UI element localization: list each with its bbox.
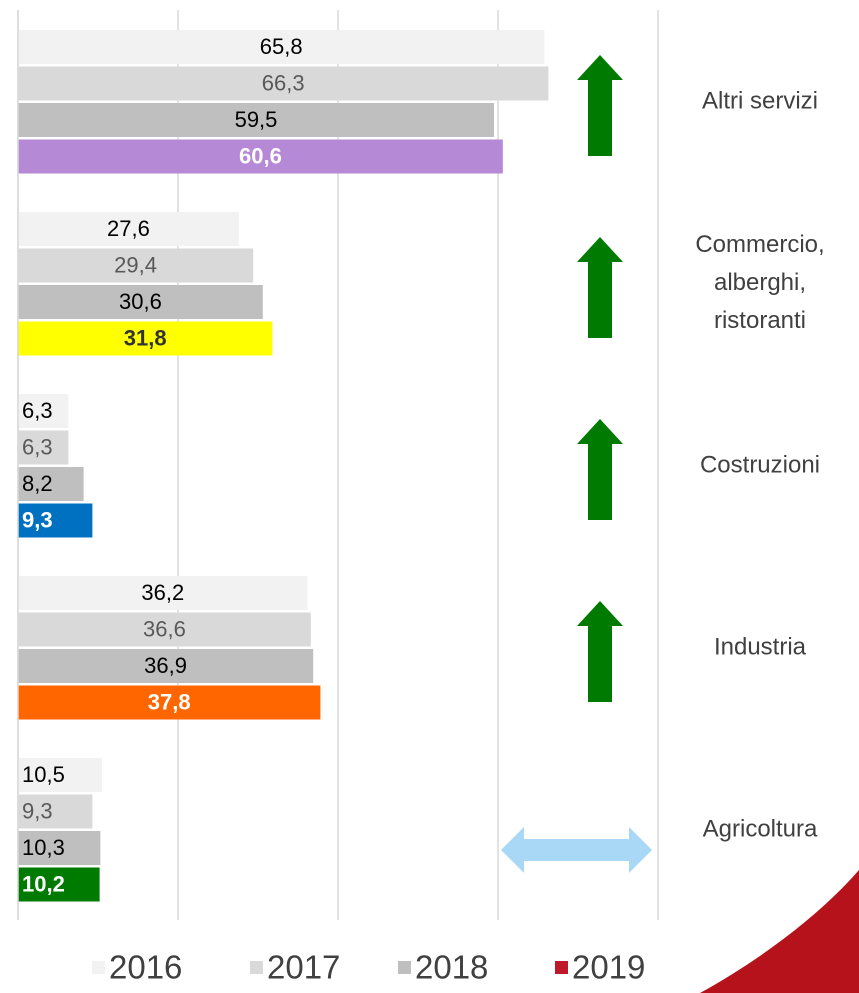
data-label: 10,2: [22, 871, 65, 896]
bar: [18, 139, 503, 174]
data-label: 6,3: [22, 434, 53, 459]
bar: [18, 794, 93, 829]
bar: [18, 212, 239, 246]
legend-label: 2019: [572, 949, 645, 986]
legend-swatch: [555, 961, 568, 974]
bar: [18, 576, 308, 610]
data-label: 9,3: [22, 798, 53, 823]
bar: [18, 467, 84, 501]
legend-label: 2016: [109, 949, 182, 986]
trend-arrows: [501, 55, 652, 873]
bar: [18, 867, 100, 902]
data-label: 60,6: [239, 143, 282, 168]
data-label: 37,8: [148, 689, 191, 714]
up-arrow: [577, 237, 623, 338]
bar: [18, 649, 314, 683]
bar: [18, 758, 102, 792]
category-label: Costruzioni: [700, 451, 820, 478]
bar: [18, 503, 93, 538]
category-label: Industria: [714, 633, 807, 660]
category-label: Agricoltura: [703, 815, 818, 842]
bar: [18, 430, 69, 465]
data-label: 36,6: [143, 616, 186, 641]
up-arrow: [577, 55, 623, 156]
category-label: Commercio, alberghi, ristoranti: [695, 231, 824, 334]
legend-label: 2017: [267, 949, 340, 986]
decoration: [700, 870, 859, 993]
data-label: 6,3: [22, 398, 53, 423]
data-label: 27,6: [107, 216, 150, 241]
data-label: 31,8: [124, 325, 167, 350]
bar: [18, 394, 69, 428]
bar: [18, 30, 545, 64]
legend-swatch: [250, 961, 263, 974]
legend-swatch: [398, 961, 411, 974]
bar: [18, 831, 101, 865]
data-label: 36,2: [141, 580, 184, 605]
data-label: 10,3: [22, 835, 65, 860]
double-arrow: [501, 827, 652, 873]
category-label: Altri servizi: [702, 87, 818, 114]
data-label: 29,4: [114, 252, 157, 277]
bar: [18, 103, 494, 137]
data-label: 36,9: [144, 653, 187, 678]
bar: [18, 612, 311, 647]
data-label: 10,5: [22, 762, 65, 787]
data-label: 66,3: [262, 70, 305, 95]
bar: [18, 248, 254, 283]
data-label: 8,2: [22, 471, 53, 496]
bar: [18, 321, 273, 356]
data-label: 59,5: [235, 107, 278, 132]
legend-swatch: [92, 961, 105, 974]
data-label: 65,8: [260, 34, 303, 59]
bar: [18, 285, 263, 319]
bar: [18, 66, 549, 101]
data-label: 30,6: [119, 289, 162, 314]
up-arrow: [577, 419, 623, 520]
plot: 65,8 66,3 59,5 60,6 Altri servizi 27,6 29,4 30,…: [17, 10, 825, 986]
legend-label: 2018: [415, 949, 488, 986]
bar: [18, 685, 321, 720]
data-label: 9,3: [22, 507, 53, 532]
up-arrow: [577, 601, 623, 702]
